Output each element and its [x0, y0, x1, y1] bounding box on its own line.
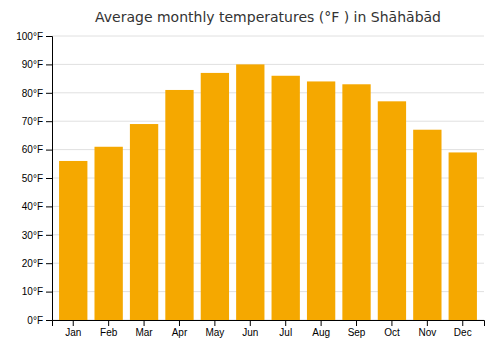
y-tick-mark: [46, 150, 52, 151]
x-tick-label: May: [205, 327, 224, 338]
x-tick: Apr: [172, 320, 188, 338]
x-tick-label: Jul: [279, 327, 292, 338]
y-tick-label: 40°F: [22, 201, 43, 212]
x-tick-label: Jun: [242, 327, 258, 338]
y-tick-mark: [46, 36, 52, 37]
y-tick-label: 70°F: [22, 116, 43, 127]
y-tick: 90°F: [22, 59, 52, 70]
x-tick-label: Apr: [172, 327, 188, 338]
y-tick-label: 60°F: [22, 144, 43, 155]
y-tick: 70°F: [22, 116, 52, 127]
y-tick-label: 0°F: [27, 315, 43, 326]
y-axis-line: [46, 37, 53, 321]
x-tick: Feb: [100, 320, 118, 338]
y-tick-label: 90°F: [22, 59, 43, 70]
y-tick-mark: [46, 320, 52, 321]
x-tick: Oct: [384, 320, 400, 338]
y-tick: 30°F: [22, 230, 52, 241]
bar: [449, 152, 477, 320]
y-tick-label: 20°F: [22, 258, 43, 269]
x-axis-line: [53, 321, 485, 327]
grid-line: [52, 92, 484, 93]
y-tick-label: 10°F: [22, 286, 43, 297]
y-tick: 0°F: [27, 315, 52, 326]
y-tick-mark: [46, 292, 52, 293]
y-tick-mark: [46, 178, 52, 179]
x-tick-label: Oct: [384, 327, 400, 338]
y-tick-mark: [46, 93, 52, 94]
y-tick-mark: [46, 121, 52, 122]
y-tick-label: 80°F: [22, 88, 43, 99]
plot: 0°F 10°F 20°F 30°F 40°F 50°F 60°F 70°F 80°F 90°F 1…: [16, 31, 484, 338]
y-tick: 10°F: [22, 286, 52, 297]
x-tick: May: [205, 320, 224, 338]
x-tick-mark: [179, 320, 180, 326]
x-tick-label: Dec: [454, 327, 472, 338]
x-tick-label: Mar: [135, 327, 153, 338]
grid-line: [52, 64, 484, 65]
y-tick-label: 50°F: [22, 173, 43, 184]
y-tick: 20°F: [22, 258, 52, 269]
bars: [59, 64, 477, 320]
x-tick: Mar: [135, 320, 153, 338]
y-tick: 100°F: [16, 31, 52, 42]
bar: [201, 73, 229, 320]
x-tick: Sep: [348, 320, 366, 338]
bar: [165, 90, 193, 320]
x-tick-label: Nov: [418, 327, 436, 338]
bar: [94, 147, 122, 320]
x-tick: Dec: [454, 320, 472, 338]
x-tick-mark: [73, 320, 74, 326]
bar: [236, 64, 264, 320]
x-tick-mark: [321, 320, 322, 326]
y-tick-mark: [46, 235, 52, 236]
x-tick: Nov: [418, 320, 436, 338]
grid-line: [52, 36, 484, 37]
y-tick: 80°F: [22, 88, 52, 99]
x-tick-label: Aug: [312, 327, 330, 338]
x-tick: Jan: [65, 320, 81, 338]
y-tick-label: 30°F: [22, 230, 43, 241]
bar: [413, 130, 441, 320]
x-tick-mark: [214, 320, 215, 326]
x-tick-mark: [144, 320, 145, 326]
y-tick: 40°F: [22, 201, 52, 212]
y-tick-mark: [46, 206, 52, 207]
bar: [378, 101, 406, 320]
grid: [52, 36, 484, 320]
x-tick-mark: [285, 320, 286, 326]
bar: [307, 81, 335, 320]
x-axis: Jan Feb Mar Apr May Jun Jul Aug Sep Oct Nov Dec: [53, 320, 485, 338]
x-tick: Aug: [312, 320, 330, 338]
x-tick: Jun: [242, 320, 258, 338]
x-tick-label: Sep: [348, 327, 366, 338]
y-tick-mark: [46, 64, 52, 65]
x-tick-label: Feb: [100, 327, 118, 338]
bar: [59, 161, 87, 320]
x-tick-mark: [108, 320, 109, 326]
chart: 0°F 10°F 20°F 30°F 40°F 50°F 60°F 70°F 80°F 90°F 1…: [0, 0, 500, 350]
x-tick-mark: [391, 320, 392, 326]
x-tick-mark: [462, 320, 463, 326]
y-tick-label: 100°F: [16, 31, 43, 42]
y-tick-mark: [46, 263, 52, 264]
bar: [342, 84, 370, 320]
y-tick: 60°F: [22, 144, 52, 155]
bar: [272, 76, 300, 320]
x-tick-mark: [250, 320, 251, 326]
x-tick-mark: [356, 320, 357, 326]
x-tick-mark: [427, 320, 428, 326]
x-tick-label: Jan: [65, 327, 81, 338]
bar: [130, 124, 158, 320]
y-axis: 0°F 10°F 20°F 30°F 40°F 50°F 60°F 70°F 80°F 90°F 1…: [16, 31, 52, 326]
title: Average monthly temperatures (°F ) in Sh…: [95, 9, 441, 25]
x-tick: Jul: [279, 320, 292, 338]
grid-line: [52, 121, 484, 122]
y-tick: 50°F: [22, 173, 52, 184]
